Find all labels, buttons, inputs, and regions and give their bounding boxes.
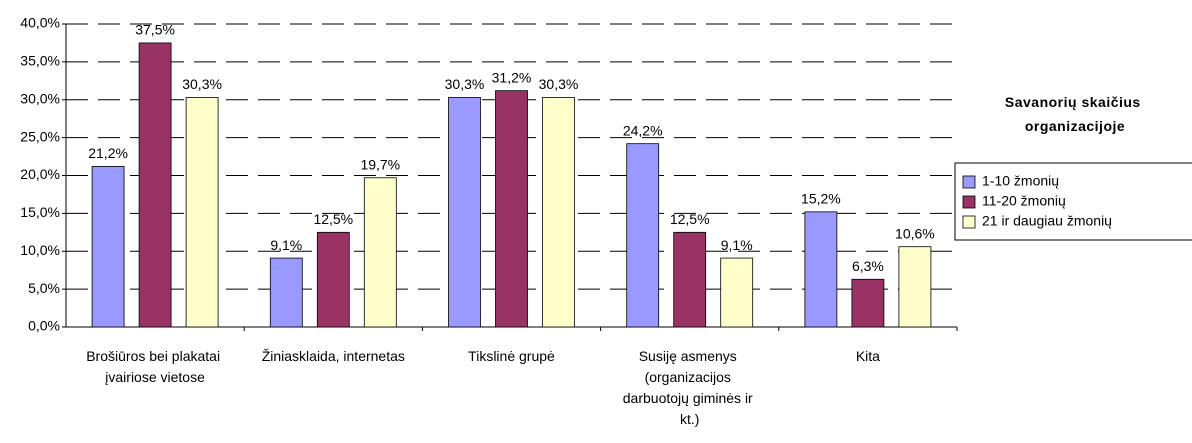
bar: [138, 42, 172, 328]
x-tick-label: Žiniasklaida, internetas: [262, 348, 405, 364]
bar: [495, 90, 528, 328]
bar: [363, 177, 397, 328]
value-label: 30,3%: [182, 76, 222, 92]
value-label: 12,5%: [313, 211, 353, 227]
bar: [720, 257, 754, 328]
legend-title: Savanorių skaičius organizacijoje: [1005, 94, 1145, 134]
legend-box: [954, 162, 1192, 241]
legend-label: 1-10 žmonių: [982, 173, 1059, 189]
legend-swatch: [962, 195, 976, 209]
bar: [448, 97, 481, 328]
value-label: 6,3%: [852, 258, 884, 274]
value-label: 9,1%: [270, 237, 302, 253]
x-tick-label: Brošiūros bei plakatai įvairiose vietose: [86, 348, 224, 385]
bar: [542, 97, 575, 328]
y-tick-label: 20,0%: [20, 166, 60, 182]
bar: [851, 278, 885, 328]
value-label: 30,3%: [539, 76, 579, 92]
y-tick-label: 35,0%: [20, 53, 60, 69]
value-label: 24,2%: [623, 122, 663, 138]
value-label: 9,1%: [721, 237, 753, 253]
value-label: 37,5%: [135, 22, 175, 38]
legend-swatch: [962, 175, 976, 189]
y-tick-label: 15,0%: [20, 204, 60, 220]
bar: [673, 231, 707, 328]
x-tick-label: Tikslinė grupė: [468, 348, 555, 364]
bar: [316, 231, 350, 328]
bar: [626, 143, 660, 328]
bar: [804, 211, 838, 328]
y-tick-label: 10,0%: [20, 242, 60, 258]
y-tick-label: 5,0%: [28, 280, 60, 296]
x-tick-label: Kita: [856, 348, 880, 364]
value-label: 31,2%: [492, 69, 532, 85]
legend-swatch: [962, 215, 976, 229]
value-label: 15,2%: [801, 191, 841, 207]
value-label: 30,3%: [445, 76, 485, 92]
y-tick-label: 0,0%: [28, 318, 60, 334]
y-tick-label: 40,0%: [20, 15, 60, 31]
bar: [269, 257, 303, 328]
bar: [185, 97, 219, 328]
x-tick-label: Susiję asmenys (organizacijos darbuotojų…: [623, 348, 757, 427]
value-label: 10,6%: [895, 225, 935, 241]
bar: [898, 246, 932, 328]
value-label: 19,7%: [360, 156, 400, 172]
value-label: 21,2%: [88, 145, 128, 161]
legend-label: 11-20 žmonių: [982, 193, 1066, 209]
y-tick-label: 30,0%: [20, 90, 60, 106]
bar: [91, 166, 125, 328]
y-tick-label: 25,0%: [20, 128, 60, 144]
legend-label: 21 ir daugiau žmonių: [982, 213, 1112, 229]
value-label: 12,5%: [670, 211, 710, 227]
